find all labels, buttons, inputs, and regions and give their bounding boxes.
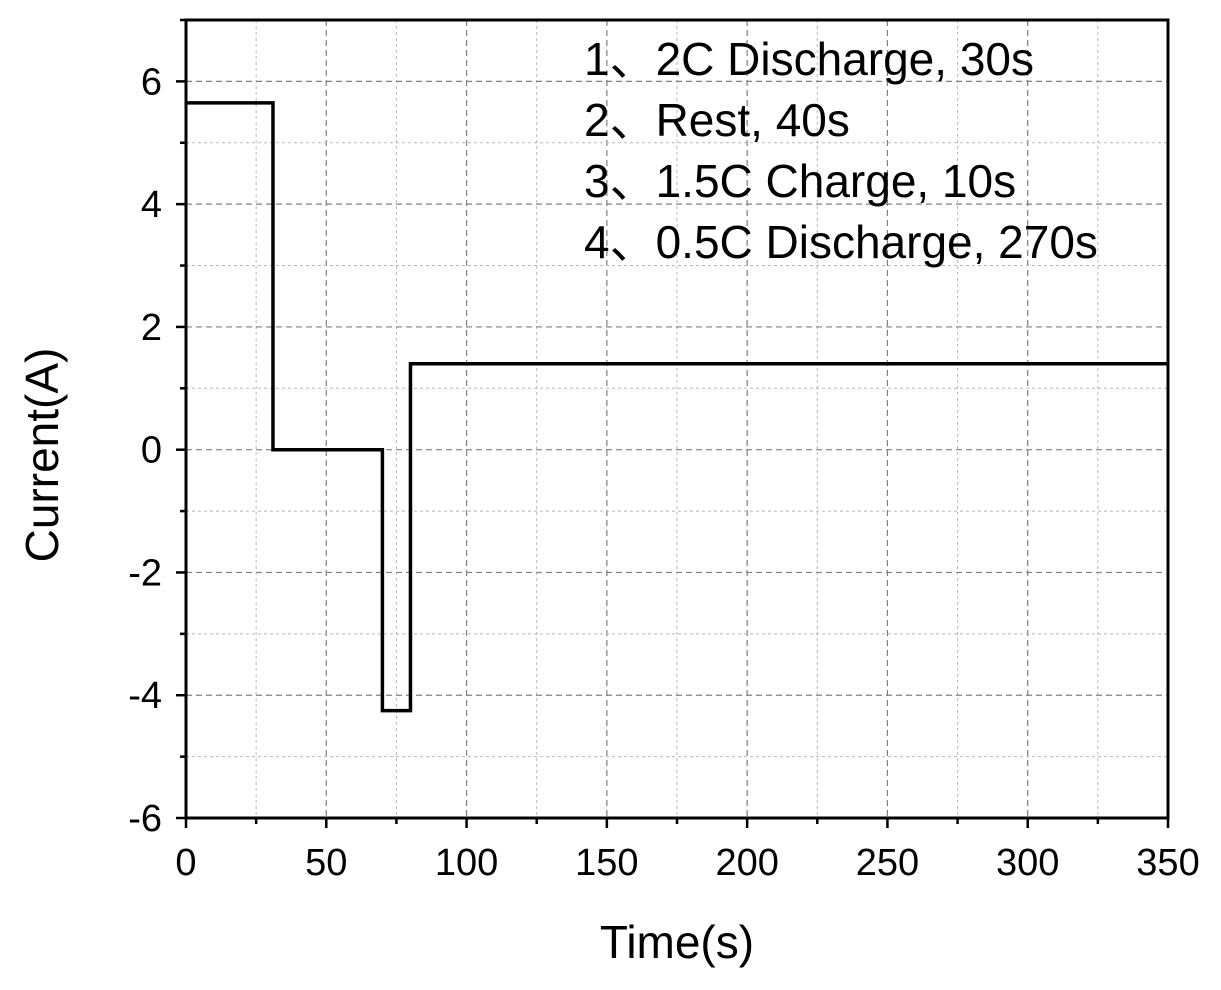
x-tick-label: 50 <box>305 842 347 884</box>
x-tick-label: 250 <box>856 842 919 884</box>
x-tick-label: 100 <box>435 842 498 884</box>
y-tick-label: -6 <box>128 798 162 840</box>
x-tick-label: 200 <box>715 842 778 884</box>
plot-frame <box>184 18 1170 820</box>
y-tick-label: 6 <box>141 61 162 103</box>
grid <box>186 20 1168 818</box>
x-tick-label: 300 <box>996 842 1059 884</box>
legend-entry-4: 4、0.5C Discharge, 270s <box>584 216 1098 268</box>
y-tick-labels: -6 -4 -2 0 2 4 6 <box>128 61 162 840</box>
x-tick-labels: 0 50 100 150 200 250 300 350 <box>175 842 1199 884</box>
legend-entry-2: 2、Rest, 40s <box>584 94 850 146</box>
y-tick-label: 2 <box>141 307 162 349</box>
y-tick-label: -4 <box>128 675 162 717</box>
x-axis-title: Time(s) <box>600 916 754 968</box>
y-tick-label: -2 <box>128 552 162 594</box>
legend: 1、2C Discharge, 30s 2、Rest, 40s 3、1.5C Cha… <box>584 33 1098 268</box>
current-series-line <box>186 101 1168 713</box>
y-axis-title: Current(A) <box>16 348 68 563</box>
x-tick-label: 150 <box>575 842 638 884</box>
x-tick-label: 0 <box>175 842 196 884</box>
legend-entry-1: 1、2C Discharge, 30s <box>584 33 1034 85</box>
y-tick-label: 0 <box>141 430 162 472</box>
y-tick-label: 4 <box>141 184 162 226</box>
series-layer <box>186 101 1168 713</box>
x-tick-label: 350 <box>1136 842 1199 884</box>
legend-entry-3: 3、1.5C Charge, 10s <box>584 155 1016 207</box>
